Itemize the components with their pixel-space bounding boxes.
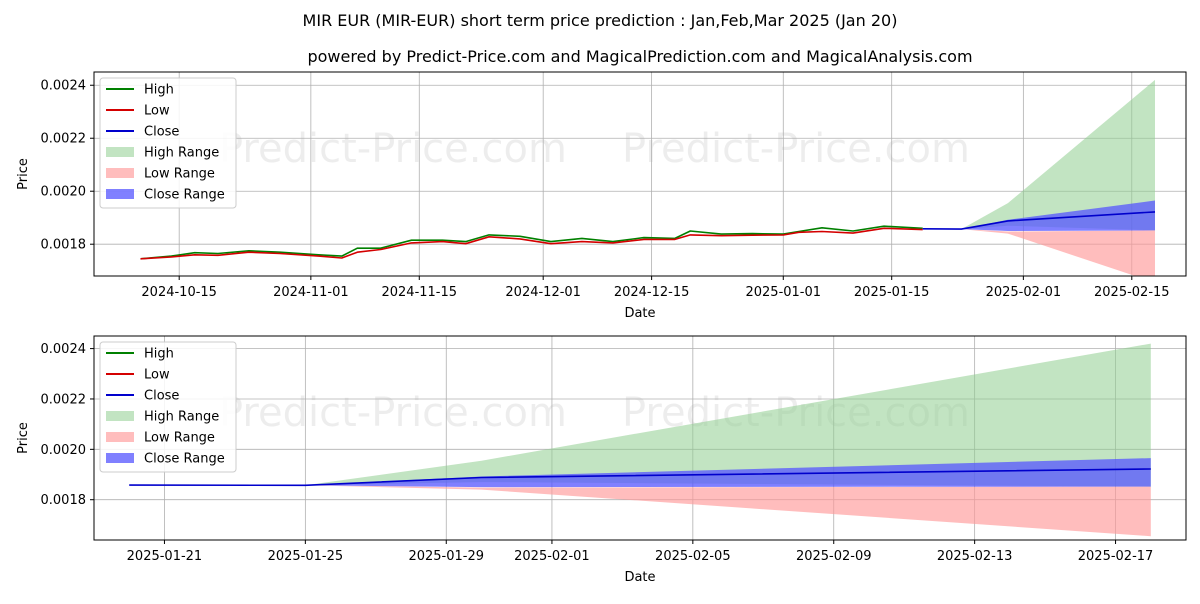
chart-panel-1: Predict-Price.com Predict-Price.com2024-1… — [16, 71, 1187, 321]
chart-panels: Predict-Price.com Predict-Price.com2024-1… — [16, 71, 1187, 585]
x-tick-label: 2024-10-15 — [141, 285, 217, 300]
legend-label-close: Close — [144, 125, 179, 140]
series-group — [129, 343, 1151, 537]
x-tick-label: 2025-02-01 — [514, 549, 590, 564]
high-range-band — [961, 79, 1155, 231]
watermark-text: Predict-Price.com — [219, 390, 567, 436]
low-range-band — [305, 485, 1151, 537]
legend-label-close-range: Close Range — [144, 452, 225, 467]
y-tick-label: 0.0018 — [41, 493, 87, 508]
y-tick-label: 0.0020 — [41, 443, 87, 458]
series-group — [140, 79, 1156, 276]
legend-label-low-range: Low Range — [144, 167, 215, 182]
low-range-band — [961, 229, 1155, 276]
x-tick-label: 2024-11-15 — [381, 285, 457, 300]
legend-swatch-high-range — [106, 411, 134, 421]
legend-swatch-close-range — [106, 453, 134, 463]
y-tick-label: 0.0022 — [41, 132, 87, 147]
x-axis-label: Date — [624, 306, 655, 321]
y-tick-label: 0.0024 — [41, 79, 87, 94]
chart-panel-2: Predict-Price.comPredict-Price.com2025-0… — [16, 335, 1187, 585]
x-tick-label: 2025-01-21 — [127, 549, 203, 564]
legend-label-low-range: Low Range — [144, 431, 215, 446]
legend: High Low Close High Range Low Range Close Ran… — [99, 77, 237, 209]
x-tick-label: 2025-01-01 — [745, 285, 821, 300]
chart-subtitle: powered by Predict-Price.com and Magical… — [307, 47, 972, 66]
x-tick-label: 2025-02-15 — [1094, 285, 1170, 300]
x-tick-label: 2025-01-29 — [408, 549, 484, 564]
legend-label-low: Low — [144, 104, 170, 119]
x-tick-label: 2024-12-01 — [505, 285, 581, 300]
legend-swatch-close-range — [106, 189, 134, 199]
x-tick-label: 2025-02-09 — [796, 549, 872, 564]
y-tick-label: 0.0018 — [41, 238, 87, 253]
x-tick-label: 2025-01-25 — [268, 549, 344, 564]
y-tick-label: 0.0024 — [41, 342, 87, 357]
x-tick-label: 2024-11-01 — [273, 285, 349, 300]
close-range-band — [961, 200, 1155, 231]
ticks: 2025-01-21 2025-01-25 2025-01-29 2025-02-01… — [41, 342, 1154, 564]
legend-label-close: Close — [144, 389, 179, 404]
watermark-text: Predict-Price.com — [622, 126, 970, 172]
ticks: 2024-10-15 2024-11-01 2024-11-15 2024-12-01… — [41, 79, 1170, 300]
legend-label-close-range: Close Range — [144, 188, 225, 203]
close-range-band — [305, 458, 1151, 488]
legend-label-low: Low — [144, 368, 170, 383]
legend-label-high-range: High Range — [144, 410, 219, 425]
x-tick-label: 2025-02-05 — [655, 549, 731, 564]
y-tick-label: 0.0022 — [41, 392, 87, 407]
chart-title: MIR EUR (MIR-EUR) short term price predi… — [303, 11, 898, 30]
legend-label-high: High — [144, 347, 174, 362]
x-tick-label: 2025-02-17 — [1078, 549, 1154, 564]
x-tick-label: 2025-02-13 — [937, 549, 1013, 564]
watermark-text: Predict-Price.com — [219, 126, 567, 172]
close-line — [922, 211, 1156, 230]
x-tick-label: 2024-12-15 — [614, 285, 690, 300]
y-tick-label: 0.0020 — [41, 185, 87, 200]
x-tick-label: 2025-02-01 — [986, 285, 1062, 300]
legend-label-high: High — [144, 83, 174, 98]
y-axis-label: Price — [16, 422, 31, 454]
high-range-band — [305, 343, 1151, 487]
y-axis-label: Price — [16, 158, 31, 190]
x-tick-label: 2025-01-15 — [854, 285, 930, 300]
legend-swatch-low-range — [106, 168, 134, 178]
x-axis-label: Date — [624, 570, 655, 585]
close-line — [129, 468, 1151, 487]
legend-swatch-high-range — [106, 147, 134, 157]
low-line — [140, 227, 923, 260]
legend: High Low Close High Range Low Range Close Ran… — [99, 341, 237, 473]
legend-label-high-range: High Range — [144, 146, 219, 161]
legend-swatch-low-range — [106, 432, 134, 442]
plot-frame — [93, 71, 1187, 277]
plot-frame — [93, 335, 1187, 541]
